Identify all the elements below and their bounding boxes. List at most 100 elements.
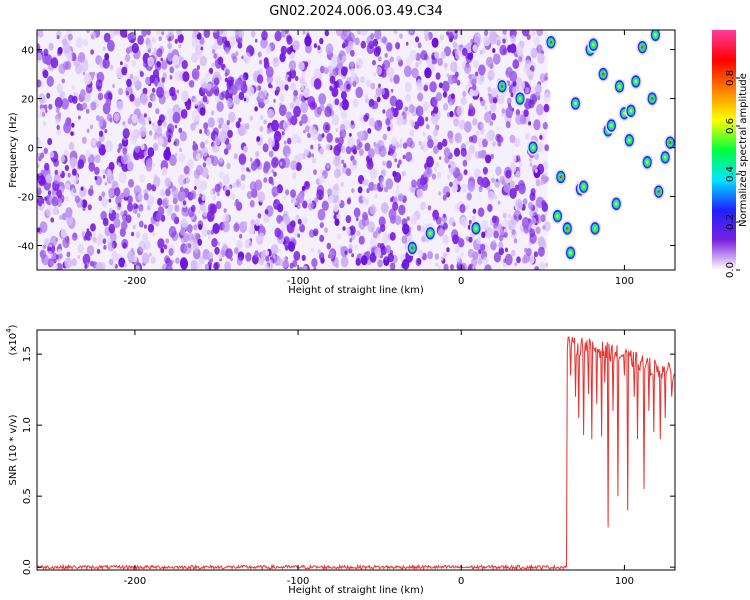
noise-speckle [450,264,454,270]
noise-speckle [113,30,120,36]
noise-speckle [492,48,496,53]
noise-speckle [134,265,140,270]
noise-speckle [190,122,196,131]
noise-speckle [117,162,121,167]
noise-speckle [389,197,394,203]
noise-speckle [172,194,179,204]
heatmap-peak [424,225,437,242]
noise-speckle [132,224,136,230]
noise-speckle [186,224,193,233]
noise-speckle [113,217,121,229]
noise-speckle [326,132,333,143]
noise-speckle [265,66,274,78]
noise-speckle [98,130,104,137]
noise-speckle [56,35,60,40]
noise-speckle [286,35,293,45]
noise-speckle [168,115,174,124]
noise-speckle [225,189,231,197]
noise-speckle [307,38,311,43]
noise-speckle [511,229,516,236]
noise-speckle [279,94,285,102]
noise-speckle [90,31,97,40]
noise-speckle [90,137,97,147]
noise-speckle [408,104,415,114]
noise-speckle [50,235,58,247]
noise-speckle [382,109,386,114]
noise-speckle [203,122,209,130]
noise-speckle [108,198,112,203]
noise-speckle [263,119,267,125]
noise-speckle [290,220,296,228]
noise-speckle [528,201,533,210]
noise-speckle [478,249,482,254]
noise-speckle [174,124,178,129]
noise-speckle [133,203,138,210]
heatmap-peak [589,220,602,237]
noise-speckle [128,178,134,188]
noise-speckle [50,217,55,223]
noise-speckle [204,139,209,145]
noise-speckle [50,57,59,69]
snr-x-ticks: -200 -100 0 100 [124,330,634,587]
noise-speckle [372,59,376,66]
noise-speckle [491,215,497,224]
noise-speckle [290,189,296,198]
snr-x-tick-label: -200 [124,576,147,587]
noise-speckle [487,203,493,213]
noise-speckle [415,61,419,68]
noise-speckle [321,133,325,138]
noise-speckle [448,161,456,173]
noise-speckle [233,94,241,105]
colorbar: 0.0 0.2 0.4 0.6 0.8 Normalized spectral ampl… [712,30,749,278]
noise-speckle [235,33,240,40]
noise-speckle [107,241,115,252]
noise-speckle [417,224,422,232]
noise-speckle [165,146,171,154]
noise-speckle [501,108,506,114]
noise-speckle [289,68,297,79]
noise-speckle [219,92,225,101]
noise-speckle [214,134,218,139]
noise-speckle [417,249,424,258]
noise-speckle [491,177,495,183]
noise-speckle [525,87,530,94]
heatmap-peak [554,168,567,185]
noise-speckle [443,213,446,218]
noise-speckle [297,218,302,225]
noise-speckle [425,116,429,122]
noise-speckle [134,97,141,108]
noise-speckle [484,111,492,123]
noise-speckle [515,113,523,125]
noise-speckle [484,264,492,270]
noise-speckle [386,42,393,52]
noise-speckle [369,168,378,180]
noise-speckle [507,213,512,219]
noise-speckle [263,177,268,183]
noise-speckle [518,214,523,220]
noise-speckle [226,120,230,126]
noise-speckle [254,218,260,226]
heatmap-peak [587,36,600,53]
heatmap-panel: -200 -100 0 100 40 20 0 -20 -40 Height of strai… [8,29,676,296]
noise-speckle [446,112,451,118]
noise-speckle [172,111,181,124]
svg-text:(x104): (x104) [5,324,19,355]
noise-speckle [293,199,298,206]
noise-speckle [160,247,165,254]
noise-speckle [323,67,329,75]
noise-speckle [44,54,53,66]
noise-speckle [441,80,450,93]
noise-speckle [202,248,210,260]
noise-speckle [422,132,426,137]
noise-speckle [378,216,386,227]
noise-speckle [200,180,208,191]
noise-speckle [271,119,279,132]
noise-speckle [263,57,269,65]
noise-speckle [151,37,156,44]
noise-speckle [504,253,513,266]
noise-speckle [118,87,124,96]
noise-speckle [156,61,161,68]
noise-speckle [431,37,439,48]
noise-speckle [319,37,324,45]
